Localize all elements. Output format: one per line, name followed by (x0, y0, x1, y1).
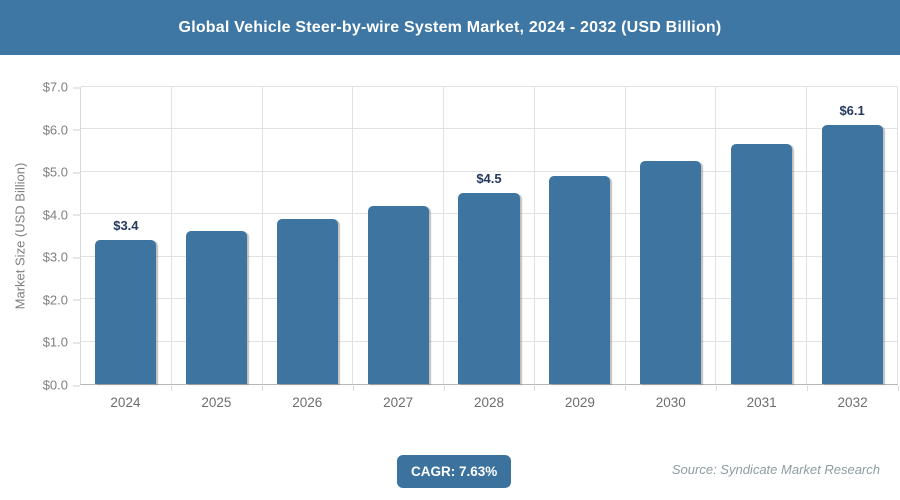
chart-title-bar: Global Vehicle Steer-by-wire System Mark… (0, 0, 900, 55)
h-gridline (81, 128, 898, 130)
x-tick-label: 2028 (444, 386, 536, 412)
plot-area: $3.4 $4.5 $6.1 (80, 86, 898, 385)
y-tick-label: $2.0 (42, 292, 81, 308)
category-slot (353, 87, 445, 384)
category-slot: $3.4 (81, 87, 172, 384)
y-tick-label: $7.0 (42, 79, 81, 95)
bar-2027 (367, 205, 429, 384)
y-tick-label: $1.0 (42, 334, 81, 350)
x-tick-label: 2024 (80, 386, 172, 412)
category-slot (535, 87, 626, 384)
cagr-badge: CAGR: 7.63% (397, 455, 512, 488)
x-tick-label: 2030 (625, 386, 718, 412)
y-tick-label: $0.0 (42, 377, 81, 393)
bar-2028 (458, 193, 520, 384)
category-slot: $4.5 (444, 87, 535, 384)
x-tick-label: 2032 (807, 386, 899, 412)
bar-2031 (730, 144, 792, 384)
bar-value-label: $3.4 (113, 217, 139, 233)
chart-title: Global Vehicle Steer-by-wire System Mark… (178, 18, 722, 36)
bar-2025 (186, 231, 248, 384)
source-text: Source: Syndicate Market Research (671, 462, 880, 477)
category-slot (626, 87, 717, 384)
h-gridline (81, 170, 898, 172)
x-axis: 2024 2025 2026 2027 2028 2029 2030 2031 2032 (80, 386, 899, 412)
category-slot: $6.1 (807, 87, 898, 384)
h-gridline (81, 86, 898, 87)
x-tick-label: 2029 (534, 386, 627, 412)
bar-value-label: $6.1 (839, 103, 865, 119)
bar-2032 (821, 125, 883, 384)
category-slot (172, 87, 263, 384)
bar-2029 (549, 176, 611, 384)
y-tick-label: $6.0 (42, 122, 81, 138)
y-tick-label: $3.0 (42, 249, 81, 265)
x-tick-label: 2031 (716, 386, 809, 412)
x-tick-label: 2026 (262, 386, 354, 412)
bar-2026 (276, 218, 338, 384)
y-tick-label: $4.0 (42, 207, 81, 223)
x-tick-label: 2025 (171, 386, 263, 412)
x-tick-label: 2027 (353, 386, 445, 412)
bar-2030 (640, 161, 702, 384)
category-slot (263, 87, 354, 384)
category-slot (716, 87, 808, 384)
y-tick-label: $5.0 (42, 164, 81, 180)
y-axis: $0.0 $1.0 $2.0 $3.0 $4.0 $5.0 $6.0 $7.0 (0, 80, 81, 393)
bar-value-label: $4.5 (476, 171, 502, 187)
bar-2024 (95, 239, 157, 384)
